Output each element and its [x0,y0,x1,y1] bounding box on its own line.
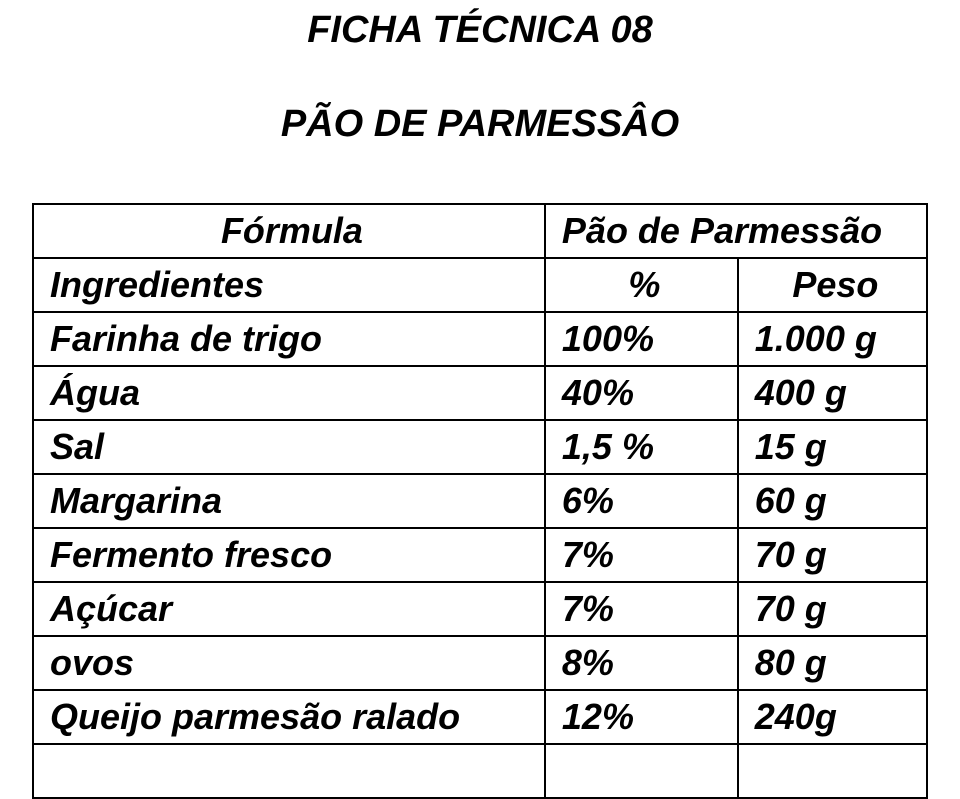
ingredient-peso: 70 g [738,528,927,582]
table-row: Queijo parmesão ralado 12% 240g [33,690,927,744]
table-row: Margarina 6% 60 g [33,474,927,528]
table-row: Açúcar 7% 70 g [33,582,927,636]
ingredient-name: Margarina [33,474,545,528]
ingredient-peso: 15 g [738,420,927,474]
ingredient-pct: 7% [545,528,738,582]
table-header-row-1: Fórmula Pão de Parmessão [33,204,927,258]
ingredient-peso: 240g [738,690,927,744]
ingredient-name: Fermento fresco [33,528,545,582]
ingredients-table-wrap: Fórmula Pão de Parmessão Ingredientes % … [32,203,960,799]
doc-subtitle: PÃO DE PARMESSÂO [0,102,960,148]
formula-value-cell: Pão de Parmessão [545,204,927,258]
ingredientes-header: Ingredientes [33,258,545,312]
ingredient-name: Farinha de trigo [33,312,545,366]
doc-title: FICHA TÉCNICA 08 [0,8,960,54]
ingredient-pct: 7% [545,582,738,636]
ingredient-peso: 1.000 g [738,312,927,366]
page: FICHA TÉCNICA 08 PÃO DE PARMESSÂO Fórmul… [0,0,960,754]
table-row: Farinha de trigo 100% 1.000 g [33,312,927,366]
ingredient-pct: 6% [545,474,738,528]
ingredient-name: Queijo parmesão ralado [33,690,545,744]
empty-cell [33,744,545,798]
table-row: Sal 1,5 % 15 g [33,420,927,474]
ingredient-name: Água [33,366,545,420]
peso-header: Peso [738,258,927,312]
table-row: Fermento fresco 7% 70 g [33,528,927,582]
ingredient-pct: 8% [545,636,738,690]
empty-cell [738,744,927,798]
ingredient-pct: 100% [545,312,738,366]
ingredient-name: ovos [33,636,545,690]
table-row: ovos 8% 80 g [33,636,927,690]
table-row: Água 40% 400 g [33,366,927,420]
ingredient-pct: 40% [545,366,738,420]
ingredient-peso: 70 g [738,582,927,636]
ingredient-name: Sal [33,420,545,474]
table-header-row-2: Ingredientes % Peso [33,258,927,312]
ingredient-peso: 400 g [738,366,927,420]
ingredient-peso: 60 g [738,474,927,528]
ingredient-peso: 80 g [738,636,927,690]
ingredient-pct: 1,5 % [545,420,738,474]
formula-label-cell: Fórmula [33,204,545,258]
pct-header: % [545,258,738,312]
ingredients-table: Fórmula Pão de Parmessão Ingredientes % … [32,203,928,799]
ingredient-pct: 12% [545,690,738,744]
empty-cell [545,744,738,798]
table-row-empty [33,744,927,798]
ingredient-name: Açúcar [33,582,545,636]
